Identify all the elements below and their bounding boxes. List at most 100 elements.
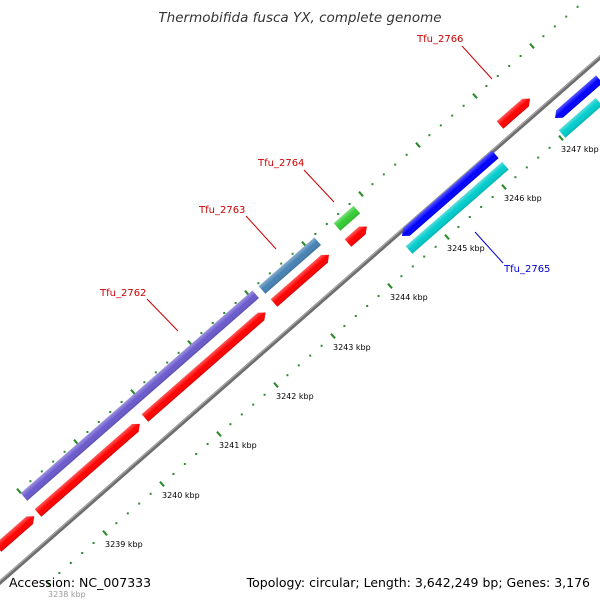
outer-minor-tick — [382, 173, 385, 176]
cds-forward-2[interactable] — [34, 420, 143, 517]
gene-tfu-2766-partial[interactable] — [558, 97, 600, 138]
inner-minor-tick — [514, 176, 517, 179]
scale-label: 3244 kbp — [390, 293, 428, 302]
inner-minor-tick — [286, 374, 289, 377]
inner-major-tick — [216, 430, 222, 438]
outer-minor-tick — [508, 65, 511, 67]
gene-label-tfu-2762[interactable]: Tfu_2762 — [99, 288, 146, 299]
gene-tfu-2762[interactable] — [20, 290, 259, 501]
outer-major-tick — [16, 487, 22, 495]
outer-minor-tick — [257, 282, 260, 285]
inner-minor-tick — [354, 315, 357, 317]
backbone-highlight — [0, 55, 600, 582]
inner-major-tick — [159, 480, 165, 488]
gene-tfu-2763[interactable] — [258, 237, 322, 294]
leader-tfu-2765 — [474, 231, 504, 264]
gene-tfu-2764[interactable] — [333, 205, 361, 231]
outer-minor-tick — [40, 470, 43, 473]
cds-forward-5[interactable] — [344, 223, 370, 247]
cds-forward-3[interactable] — [141, 309, 269, 422]
outer-minor-tick — [52, 460, 55, 463]
cds-forward-6[interactable] — [496, 95, 534, 129]
outer-minor-tick — [337, 213, 340, 215]
scale-label: 3242 kbp — [276, 392, 314, 401]
accession-text: Accession: NC_007333 — [9, 575, 152, 590]
inner-minor-tick — [377, 295, 380, 297]
outer-minor-tick — [291, 252, 294, 255]
cds-reverse-1-shade — [402, 150, 499, 236]
outer-major-tick — [415, 141, 421, 149]
inner-major-tick — [444, 233, 450, 241]
cds-reverse-2[interactable] — [552, 75, 600, 121]
outer-minor-tick — [485, 85, 488, 87]
outer-major-tick — [73, 438, 79, 446]
outer-major-tick — [472, 92, 478, 100]
outer-minor-tick — [542, 35, 545, 38]
scale-label: 3245 kbp — [447, 244, 485, 253]
outer-minor-tick — [120, 401, 123, 403]
inner-minor-tick — [263, 393, 266, 396]
inner-minor-tick — [457, 226, 460, 228]
leader-tfu-2762 — [146, 298, 179, 332]
map-title: Thermobifida fusca YX, complete genome — [158, 10, 442, 26]
inner-minor-tick — [138, 502, 141, 505]
inner-minor-tick — [366, 305, 369, 307]
outer-minor-tick — [86, 431, 89, 433]
inner-minor-tick — [58, 572, 61, 574]
outer-minor-tick — [280, 262, 283, 265]
inner-minor-tick — [172, 473, 175, 475]
feature-layer — [0, 75, 600, 552]
outer-major-tick — [529, 42, 535, 50]
cds-reverse-1[interactable] — [399, 150, 499, 240]
cds-reverse-2-shade — [555, 75, 600, 118]
inner-tick-track: 3238 kbp 3239 kbp 3240 kbp 3241 kbp 3242 kbp… — [45, 134, 599, 599]
gene-label-tfu-2766[interactable]: Tfu_2766 — [416, 34, 463, 45]
outer-major-tick — [130, 388, 136, 396]
outer-minor-tick — [439, 124, 442, 127]
outer-minor-tick — [371, 183, 374, 186]
inner-major-tick — [45, 579, 51, 587]
cds-forward-4[interactable] — [270, 251, 333, 307]
outer-tick-track — [16, 0, 591, 495]
cds-forward-1-shade — [0, 516, 35, 552]
inner-minor-tick — [69, 562, 72, 564]
backbone — [0, 54, 600, 586]
cds-forward-5-shade — [344, 226, 367, 247]
inner-major-tick — [501, 183, 507, 191]
outer-minor-tick — [394, 163, 397, 166]
cds-forward-1[interactable] — [0, 513, 38, 552]
outer-minor-tick — [428, 134, 431, 137]
backbone-line — [0, 54, 600, 586]
gene-tfu-2763-shade — [258, 237, 322, 294]
scale-label: 3238 kbp — [48, 590, 86, 599]
scale-label: 3239 kbp — [105, 540, 143, 549]
inner-minor-tick — [343, 325, 346, 327]
inner-minor-tick — [423, 255, 426, 258]
outer-minor-tick — [154, 371, 157, 374]
outer-minor-tick — [223, 312, 226, 314]
outer-minor-tick — [177, 351, 180, 354]
gene-tfu-2762-shade — [20, 290, 259, 501]
gene-label-tfu-2763[interactable]: Tfu_2763 — [198, 205, 245, 216]
outer-minor-tick — [314, 233, 317, 235]
outer-minor-tick — [109, 411, 112, 413]
outer-minor-tick — [348, 203, 351, 205]
gene-label-tfu-2765[interactable]: Tfu_2765 — [503, 264, 550, 275]
gene-tfu-2765-shade — [405, 161, 509, 254]
leader-tfu-2766 — [461, 45, 493, 80]
inner-minor-tick — [229, 423, 232, 426]
inner-minor-tick — [115, 522, 118, 525]
inner-minor-tick — [400, 275, 403, 278]
inner-minor-tick — [297, 364, 300, 367]
outer-minor-tick — [451, 114, 454, 117]
outer-minor-tick — [234, 302, 237, 304]
outer-minor-tick — [63, 450, 66, 453]
gene-tfu-2765[interactable] — [405, 161, 509, 254]
outer-minor-tick — [97, 421, 100, 423]
inner-minor-tick — [81, 552, 84, 554]
inner-major-tick — [558, 134, 564, 142]
gene-label-tfu-2764[interactable]: Tfu_2764 — [257, 158, 304, 169]
inner-major-tick — [330, 332, 336, 340]
inner-minor-tick — [525, 166, 528, 169]
